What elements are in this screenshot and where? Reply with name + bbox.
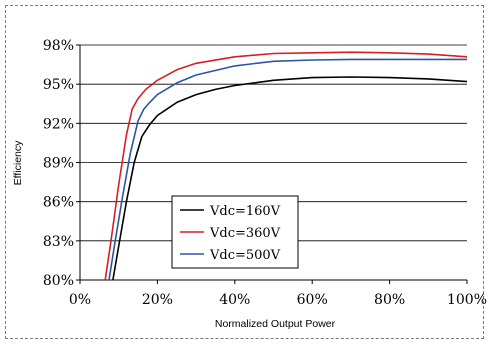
x-tick-label-4: 80% — [374, 292, 405, 308]
legend: Vdc=160V Vdc=360V Vdc=500V — [171, 195, 299, 269]
x-tick-label-1: 20% — [142, 292, 173, 308]
x-tick-labels: 0% 20% 40% 60% 80% 100% — [69, 292, 487, 308]
y-tick-label-1: 83% — [43, 234, 74, 250]
y-tick-labels: 80% 83% 86% 89% 92% 95% 98% — [43, 38, 74, 289]
series-line-vdc360 — [104, 51, 468, 281]
x-axis-title: Normalized Output Power — [215, 318, 336, 330]
y-tick-label-2: 86% — [43, 195, 74, 211]
chart-frame — [5, 5, 484, 339]
y-tick-label-3: 89% — [43, 156, 74, 172]
legend-entry-vdc360: Vdc=360V — [180, 226, 281, 241]
y-axis-title: Efficiency — [12, 140, 24, 185]
y-tick-label-0: 80% — [43, 273, 74, 289]
axes — [76, 44, 468, 284]
x-tick-label-5: 100% — [447, 292, 487, 308]
legend-entry-vdc500: Vdc=500V — [180, 248, 281, 263]
series-line-vdc500 — [108, 58, 467, 281]
grid-lines — [80, 44, 467, 242]
legend-label-vdc500: Vdc=500V — [209, 248, 281, 263]
x-tick-label-2: 40% — [219, 292, 250, 308]
y-tick-label-6: 98% — [43, 38, 74, 54]
legend-label-vdc360: Vdc=360V — [209, 226, 281, 241]
series-lines — [104, 51, 468, 281]
y-tick-label-4: 92% — [43, 116, 74, 132]
legend-label-vdc160: Vdc=160V — [209, 204, 281, 219]
x-tick-label-3: 60% — [297, 292, 328, 308]
legend-entry-vdc160: Vdc=160V — [180, 204, 281, 219]
series-line-vdc160 — [112, 76, 468, 281]
y-tick-label-5: 95% — [43, 77, 74, 93]
x-tick-label-0: 0% — [69, 292, 91, 308]
